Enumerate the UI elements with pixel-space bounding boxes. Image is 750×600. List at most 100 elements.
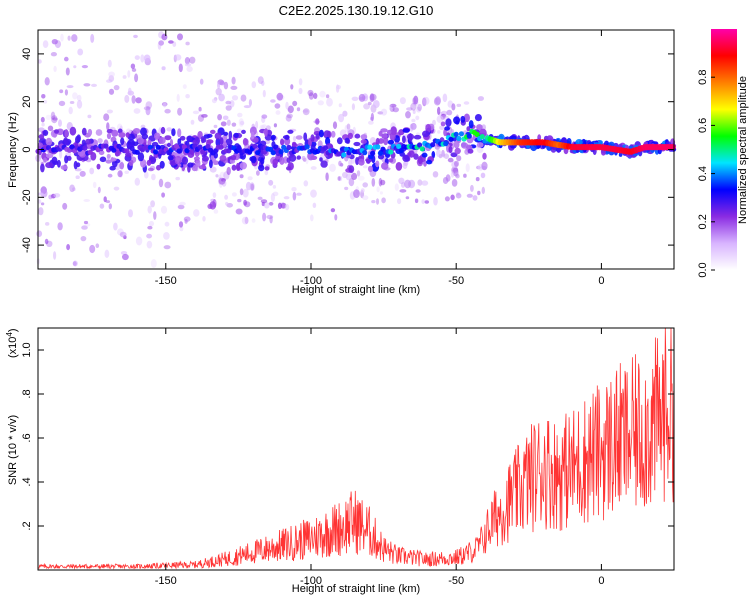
spectrogram-noise-point [381,197,386,204]
spectrogram-noise-point [119,231,127,238]
snr-x-tick-label: -150 [155,575,177,587]
spectrogram-noise-point [219,80,225,86]
spectrogram-noise-point [113,222,118,231]
spectrogram-noise-point [371,200,376,204]
spectrogram-band-point [231,164,237,171]
spectrogram-noise-point [106,153,111,161]
spectrogram-band-point [448,146,453,154]
spectrogram-band-point [40,163,45,173]
spectrogram-noise-point [177,33,183,41]
spectrogram-noise-point [369,93,375,102]
spectrogram-noise-point [346,123,351,130]
spectrogram-band-point [280,138,285,146]
spectrogram-band-point [252,137,259,143]
spectrogram-noise-point [179,201,186,206]
spectrogram-band-point [219,137,224,145]
colorbar-gradient [711,29,737,270]
spectrogram-noise-point [256,170,260,176]
spectrogram-noise-point [95,129,103,136]
spectrogram-noise-point [69,184,75,193]
spectrogram-noise-point [379,191,383,195]
spectrogram-band-point [348,165,355,174]
spectrogram-noise-point [302,109,309,113]
spectrogram-noise-point [319,90,326,98]
spectrogram-noise-point [450,171,455,178]
spectrogram-noise-point [451,161,459,169]
spectrogram-noise-point [184,219,188,224]
spectrogram-noise-point [220,121,227,127]
spectrogram-noise-point [380,108,388,116]
spectrogram-noise-point [91,83,97,87]
spectrogram-noise-point [286,113,293,119]
spectrogram-noise-point [69,101,75,104]
spectrogram-noise-point [326,97,333,107]
spectrogram-noise-point [225,105,232,111]
spectrogram-band-point [389,132,396,141]
spectrogram-band-point [250,155,257,164]
spectrogram-noise-point [213,209,219,214]
spectrogram-noise-point [380,179,386,186]
spectrogram-band-point [354,133,361,139]
spectrogram-noise-point [209,201,217,210]
spectrogram-ridge-point [448,136,454,142]
spectrogram-band-point [474,114,482,122]
spectrogram-noise-point [310,214,314,222]
spectrogram-noise-point [463,173,467,178]
spectrogram-noise-point [58,119,62,127]
spectrogram-band-point [64,155,69,164]
spectrogram-band-point [413,134,422,140]
spectrogram-noise-point [432,171,439,178]
spectrogram-band-point [177,128,182,138]
spectrogram-noise-point [190,119,195,125]
spectrogram-ridge-point [388,149,394,155]
spectrogram-noise-point [455,174,460,179]
spectrogram-noise-point [106,122,110,131]
spectrogram-band-point [98,150,105,156]
spectrogram-noise-point [103,113,110,121]
spectrogram-noise-point [463,101,470,105]
spectrogram-band-point [171,128,176,137]
spectrogram-panel: -150 -100 -50 0 -40 -20 0 20 40 Height of straig… [7,29,677,296]
spectrogram-noise-point [292,191,297,201]
spectrogram-noise-point [403,160,409,166]
spectrogram-noise-point [238,118,244,127]
spectrogram-band-point [402,135,406,144]
spectrogram-noise-point [369,93,377,101]
spectrogram-noise-point [73,65,77,69]
spectrogram-ridge-point [458,131,464,137]
spectrogram-noise-point [66,244,70,251]
spectrogram-y-label: Frequency (Hz) [7,112,19,188]
spectrogram-noise-point [218,174,222,182]
spectrogram-band-point [402,154,410,162]
spectrogram-noise-point [68,106,73,115]
spectrogram-band-point [310,134,315,143]
spectrogram-noise-point [90,33,95,43]
spectrogram-noise-point [443,153,449,159]
spectrogram-noise-point [477,96,484,101]
spectrogram-band-point [355,157,360,165]
spectrogram-band-point [119,162,125,170]
spectrogram-noise-point [150,259,157,268]
spectrogram-band-point [417,155,423,165]
spectrogram-noise-point [106,79,113,83]
spectrogram-band-point [303,132,308,141]
spectrogram-band-point [258,164,265,172]
spectrogram-noise-point [398,177,405,184]
spectrogram-noise-point [270,99,276,103]
spectrogram-band-point [395,162,403,171]
spectrogram-noise-point [50,111,56,120]
spectrogram-band-point [118,132,126,138]
spectrogram-band-point [45,153,54,159]
spectrogram-noise-point [151,173,156,181]
spectrogram-noise-point [344,124,349,133]
spectrogram-noise-point [161,33,168,41]
spectrogram-noise-point [166,127,172,132]
spectrogram-noise-point [174,54,182,61]
spectrogram-noise-point [128,209,133,218]
snr-frame [37,327,675,571]
spectrogram-band-point [209,159,213,169]
spectrogram-noise-point [148,220,155,227]
spectrogram-band-point [476,142,484,148]
spectrogram-noise-point [257,76,264,84]
spectrogram-noise-point [248,99,252,107]
